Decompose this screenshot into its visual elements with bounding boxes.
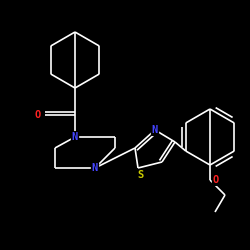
Text: S: S (137, 170, 143, 180)
Text: N: N (152, 125, 158, 135)
Text: O: O (213, 175, 219, 185)
Text: O: O (35, 110, 41, 120)
Text: N: N (72, 132, 78, 142)
Text: N: N (92, 163, 98, 173)
